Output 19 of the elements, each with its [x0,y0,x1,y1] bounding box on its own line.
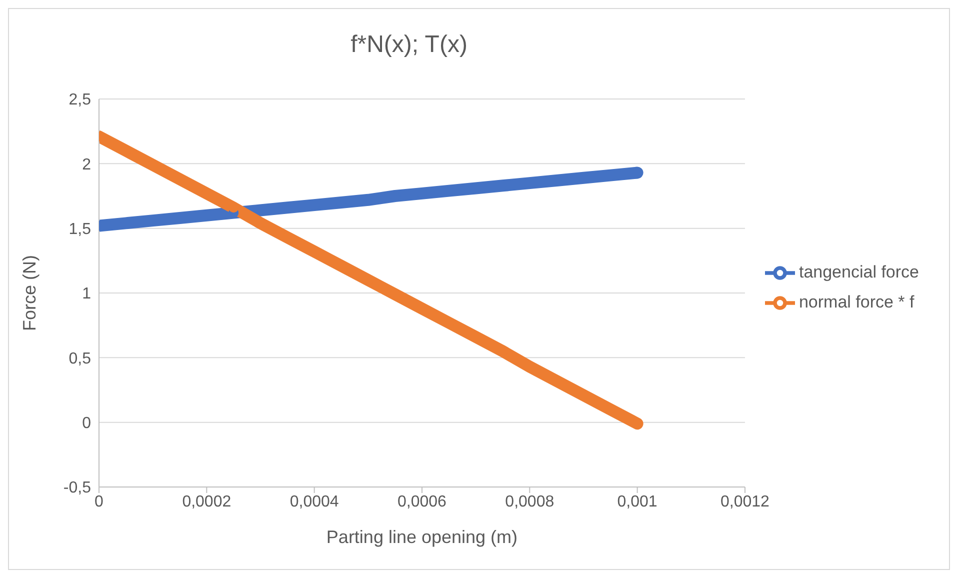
y-tick-label: 1 [82,286,92,303]
x-tick-label: 0,001 [617,493,658,510]
legend-label: normal force * f [798,292,914,312]
x-tick-label: 0,0008 [505,493,554,510]
y-tick-label: 0 [82,415,92,432]
x-axis-title: Parting line opening (m) [326,527,518,547]
x-tick-label: 0,0002 [182,493,232,510]
y-tick-label: 1,5 [68,221,92,238]
y-tick-label: 2 [82,156,92,174]
x-tick-label: 0,0004 [290,493,339,510]
chart-title: f*N(x); T(x) [350,31,468,59]
x-tick-label: 0 [94,493,104,510]
y-tick-label: -0,5 [63,480,92,497]
x-tick-label: 0,0012 [720,493,770,510]
legend-label: tangencial force [798,262,919,282]
x-tick-label: 0,0006 [398,493,447,510]
y-tick-label: 0,5 [68,350,92,368]
y-tick-label: 2,5 [68,92,92,109]
y-axis-title: Force (N) [19,255,40,331]
